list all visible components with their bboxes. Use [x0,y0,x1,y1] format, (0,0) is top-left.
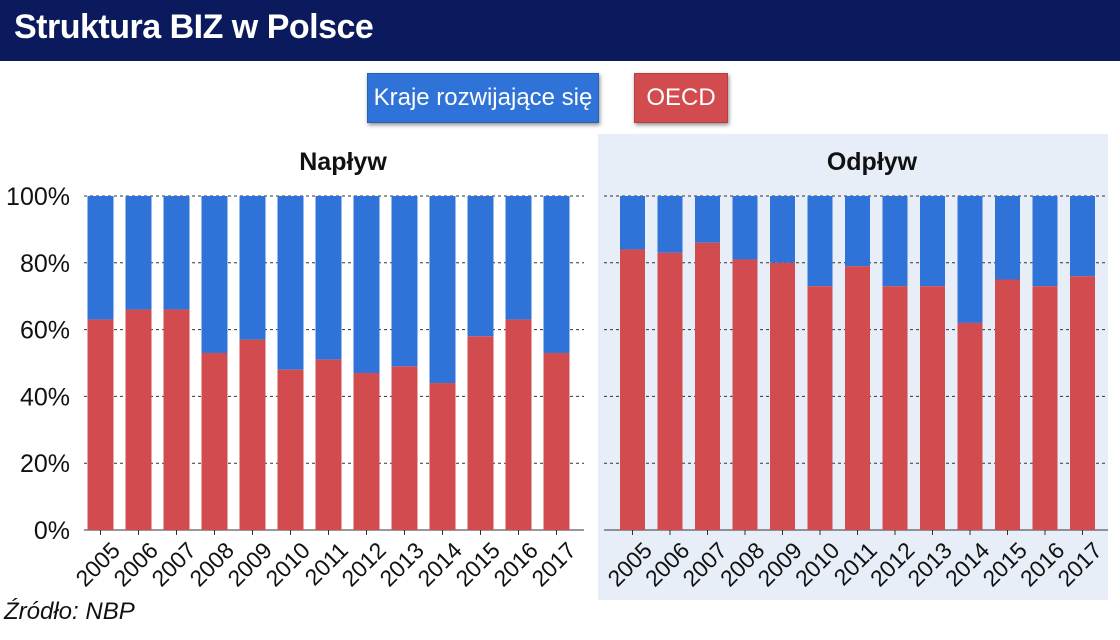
bar-oecd [543,352,570,530]
bar-oecd [732,259,758,530]
bar-developing [87,196,114,320]
x-tick-label: 2017 [1052,537,1107,592]
panel-title: Napływ [299,148,387,176]
page-title: Struktura BIZ w Polsce [14,8,374,46]
bar-oecd [882,286,908,530]
bar-oecd [957,322,983,530]
bar-oecd [995,279,1020,530]
bar-developing [1032,196,1058,287]
y-tick-label: 60% [20,317,70,345]
bar-developing [353,196,380,374]
bar-developing [920,196,945,287]
bar-developing [845,196,870,267]
bar-oecd [620,249,645,530]
bar-oecd [163,309,190,530]
bar-developing [125,196,152,310]
legend-developing: Kraje rozwijające się [367,73,599,123]
bar-oecd [1032,286,1058,530]
bar-oecd [695,242,720,530]
bar-oecd [277,369,304,530]
y-tick-label: 100% [6,183,70,211]
bar-developing [770,196,795,263]
bar-oecd [657,252,683,530]
bar-oecd [807,286,833,530]
bar-developing [882,196,908,287]
y-tick-label: 80% [20,250,70,278]
y-tick-label: 20% [20,450,70,478]
bar-oecd [239,339,266,530]
bar-developing [163,196,190,310]
bar-developing [543,196,570,353]
y-tick-label: 40% [20,383,70,411]
bar-oecd [505,319,532,530]
bar-developing [239,196,266,340]
bar-developing [957,196,983,323]
bar-oecd [770,262,795,530]
y-tick-label: 0% [34,517,70,545]
bar-developing [429,196,456,384]
bar-oecd [429,383,456,530]
bar-oecd [1070,276,1095,530]
bar-developing [620,196,645,250]
bar-oecd [391,366,418,530]
bar-developing [201,196,228,353]
bar-developing [807,196,833,287]
bar-developing [657,196,683,253]
bar-developing [1070,196,1095,277]
bar-oecd [125,309,152,530]
bar-oecd [201,352,228,530]
bar-developing [505,196,532,320]
bar-developing [732,196,758,260]
bar-developing [695,196,720,243]
bar-developing [277,196,304,370]
bar-developing [391,196,418,367]
bar-oecd [920,286,945,530]
bar-oecd [467,336,494,530]
bar-developing [995,196,1020,280]
bar-oecd [353,373,380,530]
x-tick-label: 2017 [526,537,581,592]
bar-oecd [87,319,114,530]
title-bar: Struktura BIZ w Polsce [0,0,1120,61]
panel-title: Odpływ [827,148,918,176]
source-note: Źródło: NBP [4,598,135,625]
bar-developing [467,196,494,337]
legend-oecd: OECD [634,73,728,123]
bar-oecd [845,266,870,530]
bar-oecd [315,359,342,530]
bar-developing [315,196,342,360]
